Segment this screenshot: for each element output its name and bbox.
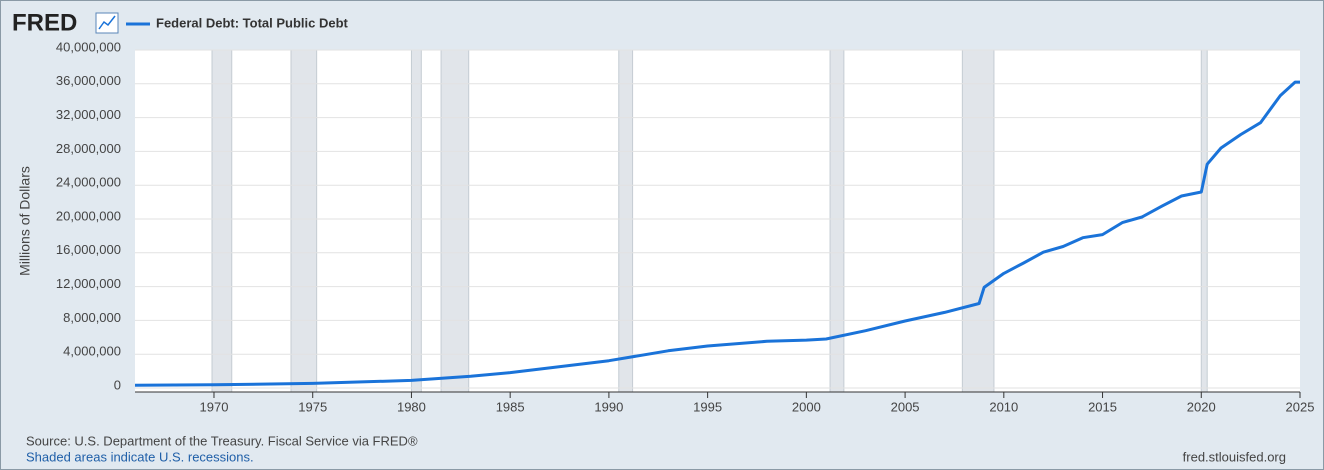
x-tick-label: 2005 xyxy=(891,399,920,414)
logo: FRED xyxy=(12,9,77,36)
y-tick-label: 32,000,000 xyxy=(56,107,121,122)
y-tick-label: 36,000,000 xyxy=(56,73,121,88)
x-tick-label: 2000 xyxy=(792,399,821,414)
y-axis-title: Millions of Dollars xyxy=(17,166,33,276)
x-tick-label: 1985 xyxy=(496,399,525,414)
y-tick-label: 8,000,000 xyxy=(63,310,121,325)
site-link[interactable]: fred.stlouisfed.org xyxy=(1183,449,1286,464)
x-tick-label: 2025 xyxy=(1286,399,1315,414)
data-line xyxy=(134,80,1300,387)
y-tick-label: 12,000,000 xyxy=(56,276,121,291)
x-tick-label: 1975 xyxy=(298,399,327,414)
recession-band xyxy=(618,49,634,393)
legend-label: Federal Debt: Total Public Debt xyxy=(156,15,349,30)
recession-band xyxy=(1200,49,1208,393)
recession-band xyxy=(211,49,233,393)
x-tick-label: 1980 xyxy=(397,399,426,414)
y-tick-label: 24,000,000 xyxy=(56,175,121,190)
y-tick-label: 16,000,000 xyxy=(56,242,121,257)
y-tick-label: 4,000,000 xyxy=(63,344,121,359)
recession-band xyxy=(961,49,995,393)
plot-area xyxy=(135,50,1300,392)
y-tick-label: 0 xyxy=(114,377,121,392)
source: Source: U.S. Department of the Treasury.… xyxy=(26,433,418,448)
recession-band xyxy=(290,49,318,393)
y-tick-label: 40,000,000 xyxy=(56,39,121,54)
logo-icon xyxy=(95,12,119,34)
y-tick-label: 20,000,000 xyxy=(56,208,121,223)
x-tick-label: 1995 xyxy=(693,399,722,414)
recession-band xyxy=(829,49,845,393)
x-tick-label: 1970 xyxy=(200,399,229,414)
x-tick-label: 2015 xyxy=(1088,399,1117,414)
recession-note[interactable]: Shaded areas indicate U.S. recessions. xyxy=(26,449,254,464)
y-tick-label: 28,000,000 xyxy=(56,141,121,156)
x-tick-label: 1990 xyxy=(594,399,623,414)
recession-band xyxy=(440,49,470,393)
recession-band xyxy=(410,49,422,393)
x-tick-label: 2020 xyxy=(1187,399,1216,414)
x-tick-label: 2010 xyxy=(989,399,1018,414)
